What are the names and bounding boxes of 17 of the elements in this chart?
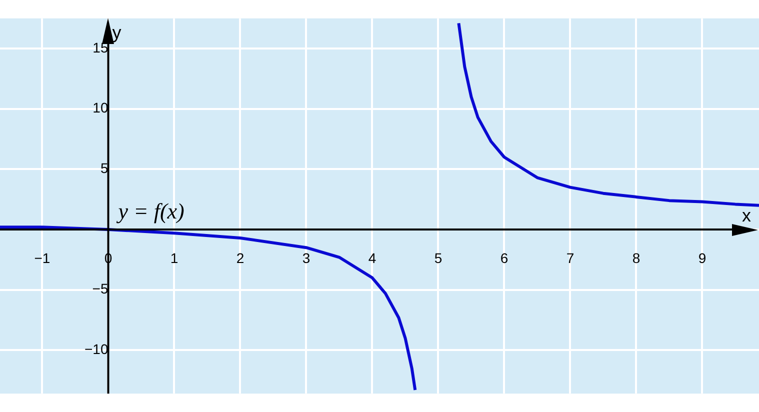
- x-tick-label: 8: [632, 250, 640, 266]
- x-tick-label: −1: [34, 250, 50, 266]
- x-tick-label: 2: [236, 250, 244, 266]
- x-tick-label: 5: [434, 250, 442, 266]
- x-tick-label: 9: [698, 250, 706, 266]
- x-axis-title: x: [742, 205, 751, 226]
- y-tick-label: 10: [92, 100, 108, 116]
- x-tick-label: 7: [566, 250, 574, 266]
- annotation: y = f(x): [116, 198, 184, 224]
- y-tick-label: 5: [100, 160, 108, 176]
- y-tick-label: −5: [92, 280, 108, 297]
- x-tick-label: 1: [170, 250, 178, 266]
- x-tick-label: 6: [500, 250, 508, 266]
- y-axis-title: y: [112, 22, 122, 42]
- x-tick-label: 3: [302, 250, 310, 266]
- x-tick-label: 4: [368, 250, 376, 266]
- y-tick-label: −10: [84, 341, 108, 358]
